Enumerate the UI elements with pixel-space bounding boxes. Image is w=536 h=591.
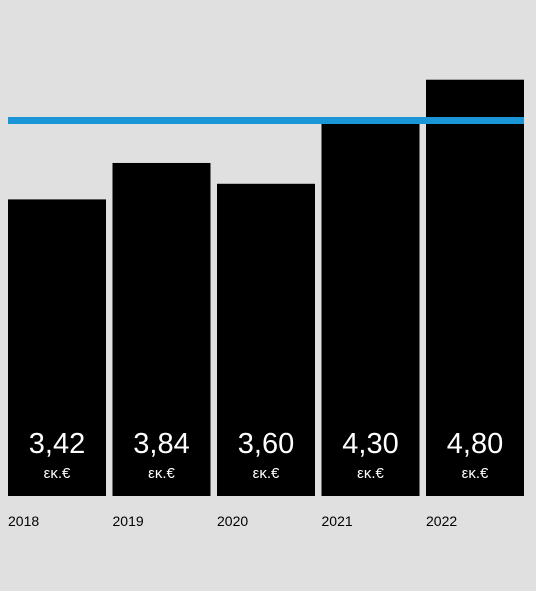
bar-unit-label-2022: εκ.€ (462, 465, 489, 482)
bar-unit-label-2018: εκ.€ (44, 465, 71, 482)
bar-2022 (426, 79, 524, 496)
bar-2020 (217, 183, 315, 497)
bar-2018 (8, 199, 106, 496)
bar-value-label-2022: 4,80 (447, 428, 503, 460)
x-tick-label-2018: 2018 (8, 513, 39, 529)
bar-unit-label-2019: εκ.€ (148, 465, 175, 482)
x-tick-label-2019: 2019 (113, 513, 144, 529)
bar-labels-group: 3,42 εκ.€ 3,84 εκ.€ 3,60 εκ.€ 4,30 εκ.€ 4,80 εκ.€ (29, 428, 503, 482)
x-tick-label-2022: 2022 (426, 513, 457, 529)
bar-unit-label-2021: εκ.€ (357, 465, 384, 482)
x-ticks-group: 2018 2019 2020 2021 2022 (8, 513, 457, 529)
bar-2019 (112, 162, 211, 496)
bars-group (8, 79, 524, 497)
bar-unit-label-2020: εκ.€ (253, 465, 280, 482)
bar-2021 (321, 123, 420, 496)
bar-value-label-2020: 3,60 (238, 428, 294, 460)
x-tick-label-2020: 2020 (217, 513, 248, 529)
x-tick-label-2021: 2021 (322, 513, 353, 529)
bar-value-label-2019: 3,84 (133, 428, 189, 460)
bar-value-label-2018: 3,42 (29, 428, 85, 460)
bar-value-label-2021: 4,30 (342, 428, 398, 460)
